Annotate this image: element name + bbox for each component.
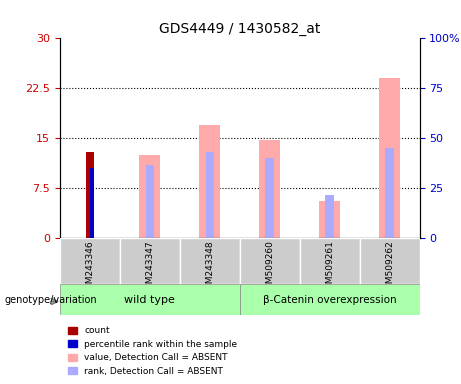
Title: GDS4449 / 1430582_at: GDS4449 / 1430582_at (159, 22, 320, 36)
Bar (90, 168, 95, 238)
Text: GSM509261: GSM509261 (325, 240, 334, 295)
Bar (379, 78, 400, 238)
Bar (266, 158, 274, 238)
Bar (146, 165, 154, 238)
FancyBboxPatch shape (360, 238, 420, 284)
Bar (86, 152, 94, 238)
FancyBboxPatch shape (180, 238, 240, 284)
FancyBboxPatch shape (240, 238, 300, 284)
Bar (385, 148, 394, 238)
Text: GSM243348: GSM243348 (205, 240, 214, 295)
Text: genotype/variation: genotype/variation (5, 295, 97, 305)
Bar (199, 125, 220, 238)
Bar (259, 139, 280, 238)
Text: wild type: wild type (124, 295, 175, 305)
Bar (319, 202, 340, 238)
Bar (206, 152, 214, 238)
Text: GSM243346: GSM243346 (85, 240, 95, 295)
FancyBboxPatch shape (60, 284, 240, 315)
FancyBboxPatch shape (240, 284, 420, 315)
Bar (325, 195, 334, 238)
Legend: count, percentile rank within the sample, value, Detection Call = ABSENT, rank, : count, percentile rank within the sample… (65, 323, 241, 379)
Text: GSM509260: GSM509260 (265, 240, 274, 295)
Text: GSM243347: GSM243347 (145, 240, 154, 295)
FancyBboxPatch shape (300, 238, 360, 284)
FancyBboxPatch shape (60, 238, 120, 284)
Bar (139, 155, 160, 238)
Text: β-Catenin overexpression: β-Catenin overexpression (263, 295, 396, 305)
Text: GSM509262: GSM509262 (385, 240, 394, 295)
FancyBboxPatch shape (120, 238, 180, 284)
